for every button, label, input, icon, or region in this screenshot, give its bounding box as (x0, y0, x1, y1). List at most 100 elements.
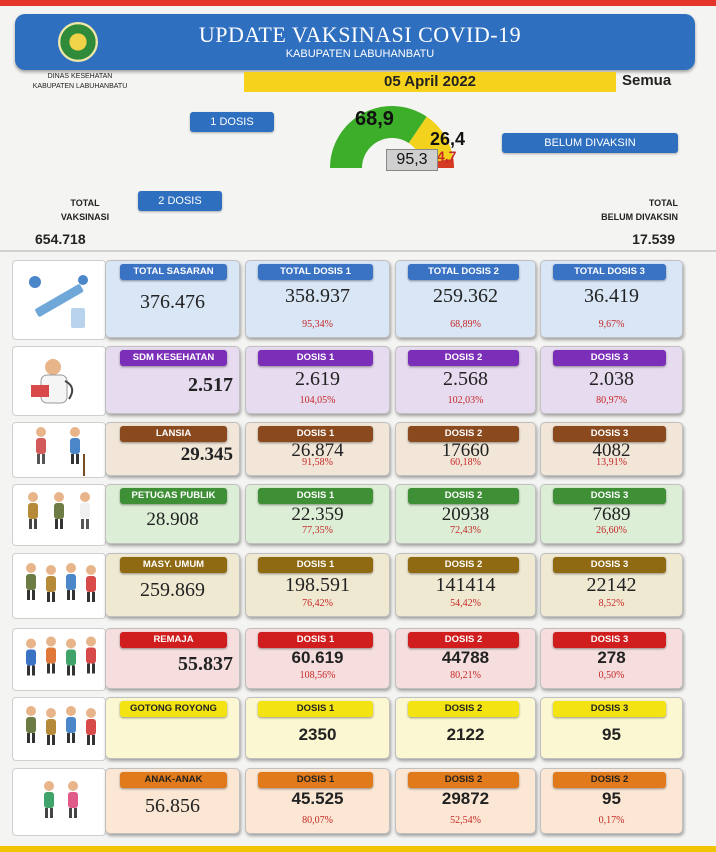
gauge-total-value: 95,3 (386, 149, 438, 171)
dose-label-lansia-2: DOSIS 2 (408, 426, 519, 442)
dose-label-sasaran-2: TOTAL DOSIS 2 (408, 264, 519, 280)
category-card-remaja: REMAJA 55.837 (105, 628, 240, 689)
dose-card-remaja-2: DOSIS 2 44788 80,21% (395, 628, 536, 689)
row-petugas: PETUGAS PUBLIK 28.908 DOSIS 1 22.359 77,35% D… (0, 484, 716, 546)
dose-value-masy-2: 141414 (435, 573, 496, 596)
unvaccinated-button[interactable]: BELUM DIVAKSIN (502, 133, 678, 153)
gauge-dose1-arc (330, 106, 427, 168)
row-sdm: SDM KESEHATAN 2.517 DOSIS 1 2.619 104,05% DOS… (0, 346, 716, 416)
dose-label-gotong-1: DOSIS 1 (258, 701, 373, 717)
dose-label-petugas-2: DOSIS 2 (408, 488, 519, 504)
dose-percent-petugas-3: 26,60% (596, 525, 627, 536)
dose-value-lansia-2: 17660 (441, 439, 490, 461)
dose-value-anak-3: 95 (602, 789, 621, 809)
title-banner (15, 14, 695, 70)
dose-percent-masy-2: 54,42% (450, 598, 481, 609)
category-label-sdm: SDM KESEHATAN (120, 350, 227, 366)
dose-value-sasaran-1: 358.937 (285, 285, 350, 307)
gauge-dose1-value: 68,9 (355, 108, 394, 130)
dose-card-sdm-1: DOSIS 1 2.619 104,05% (245, 346, 390, 414)
dose-percent-petugas-2: 72,43% (450, 525, 481, 536)
dose-percent-remaja-3: 0,50% (598, 670, 625, 681)
dose-value-sasaran-2: 259.362 (433, 285, 498, 307)
dose-percent-sasaran-1: 95,34% (302, 319, 333, 330)
category-card-anak: ANAK-ANAK 56.856 (105, 768, 240, 834)
dose-label-anak-1: DOSIS 1 (258, 772, 373, 788)
dose-percent-sasaran-2: 68,89% (450, 319, 481, 330)
dose-label-masy-1: DOSIS 1 (258, 557, 373, 573)
dose-percent-masy-3: 8,52% (598, 598, 625, 609)
dose-percent-petugas-1: 77,35% (302, 525, 333, 536)
dose-label-masy-3: DOSIS 3 (553, 557, 666, 573)
dose-value-gotong-2: 2122 (446, 724, 485, 744)
community-people-icon (12, 553, 106, 619)
dose-value-petugas-2: 20938 (441, 503, 490, 525)
row-masy: MASY. UMUM 259.869 DOSIS 1 198.591 76,42% DOS… (0, 553, 716, 619)
dose-percent-sdm-2: 102,03% (447, 395, 484, 406)
vaccine-syringe-icon (12, 260, 106, 340)
total-belum-label: TOTAL BELUM DIVAKSIN (560, 196, 678, 224)
category-target-remaja: 55.837 (178, 652, 233, 675)
dose-card-masy-1: DOSIS 1 198.591 76,42% (245, 553, 390, 617)
teenagers-group-icon (12, 628, 106, 691)
gauge-dose2-value: 26,4 (430, 129, 466, 149)
dose2-button[interactable]: 2 DOSIS (138, 191, 222, 211)
dose-card-gotong-3: DOSIS 3 95 (540, 697, 683, 759)
dose-value-sdm-3: 2.038 (589, 368, 634, 390)
category-card-lansia: LANSIA 29.345 (105, 422, 240, 476)
dose-percent-lansia-1: 91,58% (302, 457, 333, 468)
dose-label-petugas-3: DOSIS 3 (553, 488, 666, 504)
dose-card-masy-3: DOSIS 3 22142 8,52% (540, 553, 683, 617)
dose-card-lansia-3: DOSIS 3 4082 13,91% (540, 422, 683, 476)
top-accent-line (0, 0, 716, 6)
dose-label-lansia-3: DOSIS 3 (553, 426, 666, 442)
dose-percent-sasaran-3: 9,67% (598, 319, 625, 330)
dose-value-anak-2: 29872 (441, 789, 490, 809)
dose-percent-remaja-1: 108,56% (299, 670, 336, 681)
category-label-anak: ANAK-ANAK (120, 772, 227, 788)
category-label-masy: MASY. UMUM (120, 557, 227, 573)
dose-card-lansia-1: DOSIS 1 26.874 91,58% (245, 422, 390, 476)
dose-value-anak-1: 45.525 (291, 789, 344, 809)
dose-percent-lansia-2: 60,18% (450, 457, 481, 468)
total-vaksinasi-label-line1: TOTAL (70, 198, 100, 208)
dose-label-anak-3: DOSIS 2 (553, 772, 666, 788)
dose-card-sdm-2: DOSIS 2 2.568 102,03% (395, 346, 536, 414)
filter-dropdown[interactable]: Semua (622, 72, 672, 89)
category-label-gotong: GOTONG ROYONG (120, 701, 227, 717)
dose-value-lansia-1: 26.874 (291, 439, 344, 461)
dose-card-lansia-2: DOSIS 2 17660 60,18% (395, 422, 536, 476)
category-card-gotong: GOTONG ROYONG (105, 697, 240, 759)
dose-label-sdm-3: DOSIS 3 (553, 350, 666, 366)
dose-label-anak-2: DOSIS 2 (408, 772, 519, 788)
dose-value-petugas-3: 7689 (592, 503, 631, 525)
dose-card-anak-2: DOSIS 2 29872 52,54% (395, 768, 536, 834)
health-worker-icon (12, 346, 106, 416)
total-belum-value: 17.539 (632, 231, 675, 247)
section-divider (0, 250, 716, 252)
children-icon (12, 768, 106, 836)
dose-percent-lansia-3: 13,91% (596, 457, 627, 468)
category-target-sdm: 2.517 (188, 373, 233, 396)
dose-card-sasaran-3: TOTAL DOSIS 3 36.419 9,67% (540, 260, 683, 338)
dose-value-sdm-2: 2.568 (443, 368, 488, 390)
category-target-petugas: 28.908 (146, 508, 199, 530)
dose-card-masy-2: DOSIS 2 141414 54,42% (395, 553, 536, 617)
dose1-button[interactable]: 1 DOSIS (190, 112, 274, 132)
category-label-sasaran: TOTAL SASARAN (120, 264, 227, 280)
category-target-lansia: 29.345 (180, 444, 233, 466)
dose-percent-anak-3: 0,17% (598, 815, 625, 826)
dose-percent-sdm-3: 80,97% (596, 395, 627, 406)
dose-label-remaja-1: DOSIS 1 (258, 632, 373, 648)
dose-value-sasaran-3: 36.419 (584, 285, 639, 307)
labuhanbatu-logo-icon (58, 22, 98, 62)
dose-card-petugas-1: DOSIS 1 22.359 77,35% (245, 484, 390, 544)
category-target-sasaran: 376.476 (140, 291, 205, 314)
date-bar: 05 April 2022 (244, 72, 616, 92)
category-label-remaja: REMAJA (120, 632, 227, 648)
dose-label-remaja-3: DOSIS 3 (553, 632, 666, 648)
dinas-label: DINAS KESEHATAN KABUPATEN LABUHANBATU (20, 72, 140, 92)
dose-card-sdm-3: DOSIS 3 2.038 80,97% (540, 346, 683, 414)
dose-card-sasaran-2: TOTAL DOSIS 2 259.362 68,89% (395, 260, 536, 338)
dose-percent-remaja-2: 80,21% (450, 670, 481, 681)
